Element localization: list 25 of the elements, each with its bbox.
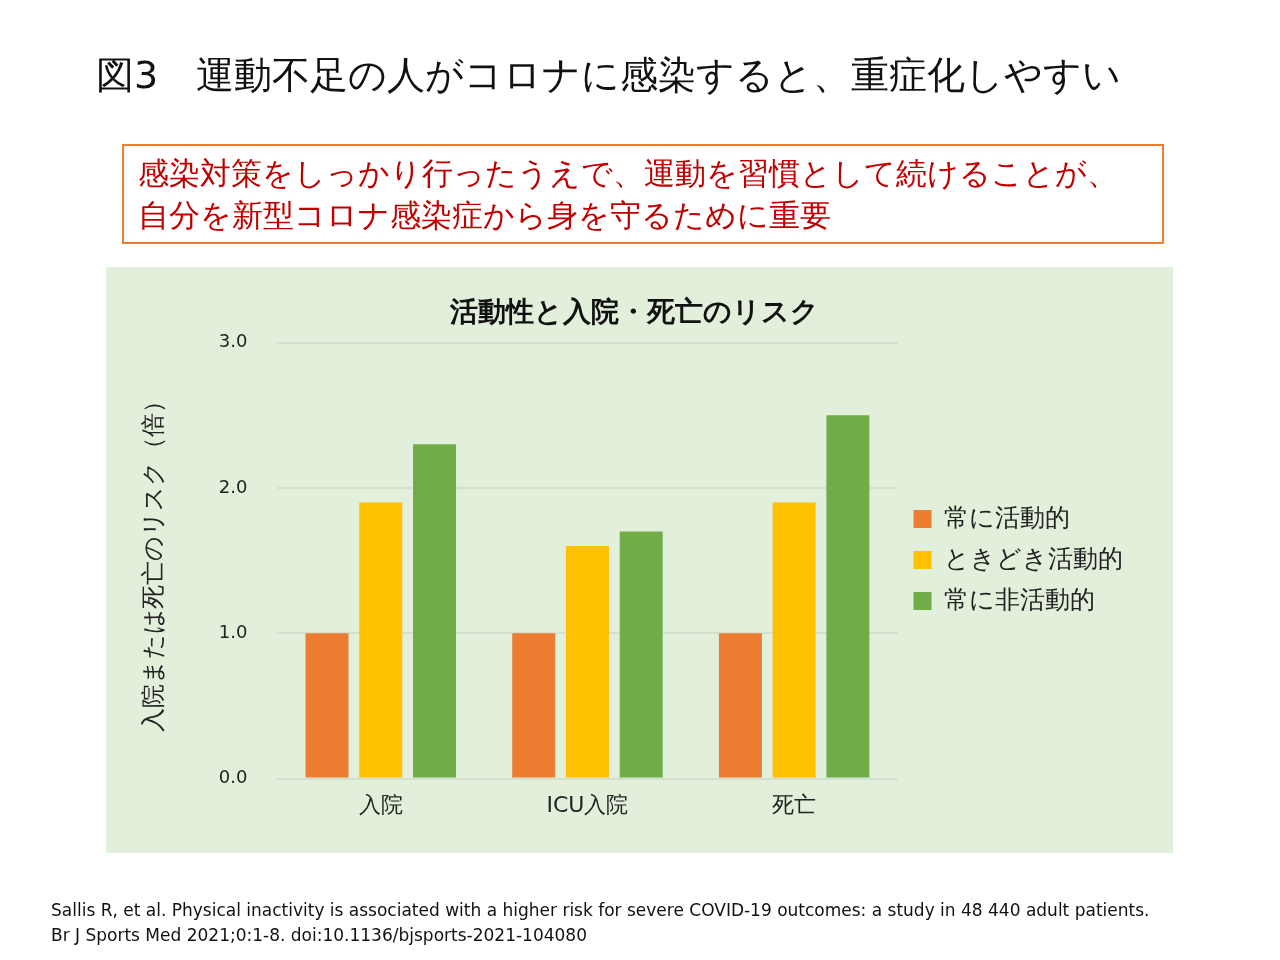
text: 活動性と入院・死亡のリスク <box>449 295 819 329</box>
bar <box>772 502 816 778</box>
bar <box>305 633 349 778</box>
y-tick-label: 1.0 <box>218 620 248 642</box>
x-tick-label: 死亡 <box>772 791 817 817</box>
legend-label: 常に非活動的 <box>944 584 1095 614</box>
bar <box>565 546 609 778</box>
y-tick-label: 2.0 <box>218 475 248 497</box>
legend-label: 常に活動的 <box>944 502 1070 532</box>
bar <box>359 502 403 778</box>
y-axis-title: 入院または死亡のリスク（倍） <box>138 389 167 733</box>
bar <box>718 633 762 778</box>
legend-label: ときどき活動的 <box>944 543 1123 573</box>
y-tick-label: 0.0 <box>218 766 248 788</box>
y-tick-label: 3.0 <box>218 330 248 352</box>
bar <box>826 415 870 778</box>
bar <box>619 531 663 778</box>
x-tick-label: ICU入院 <box>546 791 629 817</box>
bar <box>512 633 556 778</box>
bar <box>413 444 457 778</box>
text: Sallis R, et al. Physical inactivity is associated with a higher risk for severe COVID-19 outcomes: a study in 48 440 adult patients. <box>51 899 1150 922</box>
chart-subtitle: 感染対策をしっかり行ったうえで、運動を習慣として続けることが、自分を新型コロナ感染症から身を守るために重要 <box>122 144 1164 244</box>
chart-title: 図3 運動不足の人がコロナに感染すると、重症化しやすい <box>96 52 1122 99</box>
text: Br J Sports Med 2021;0:1-8. doi:10.1136/bjsports-2021-104080 <box>51 924 588 947</box>
x-tick-label: 入院 <box>358 791 403 817</box>
